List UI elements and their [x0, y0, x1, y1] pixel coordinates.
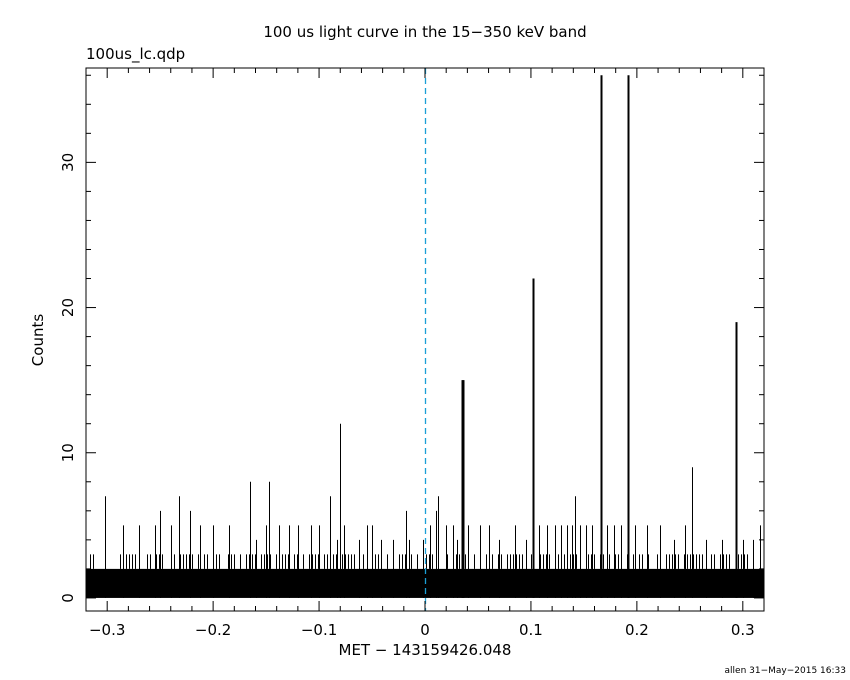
footer-stamp: allen 31−May−2015 16:33 [725, 666, 846, 676]
x-axis-label: MET − 143159426.048 [339, 641, 512, 659]
y-tick-label: 0 [59, 593, 77, 603]
x-tick-label: 0.1 [519, 621, 543, 639]
x-tick-label: 0 [420, 621, 430, 639]
x-tick-label: 0.3 [731, 621, 755, 639]
y-tick-label: 10 [59, 443, 77, 462]
y-tick-label: 20 [59, 298, 77, 317]
axis-ticks: −0.3 −0.2 −0.1 0 0.1 0.2 0.3 0 10 20 30 [59, 68, 765, 639]
x-tick-label: 0.2 [625, 621, 649, 639]
y-tick-label: 30 [59, 153, 77, 172]
x-tick-label: −0.2 [195, 621, 231, 639]
x-tick-label: −0.3 [89, 621, 125, 639]
file-label: 100us_lc.qdp [86, 45, 185, 64]
y-axis-label: Counts [29, 314, 47, 367]
x-tick-label: −0.1 [301, 621, 337, 639]
chart-title: 100 us light curve in the 15−350 keV ban… [263, 23, 586, 41]
